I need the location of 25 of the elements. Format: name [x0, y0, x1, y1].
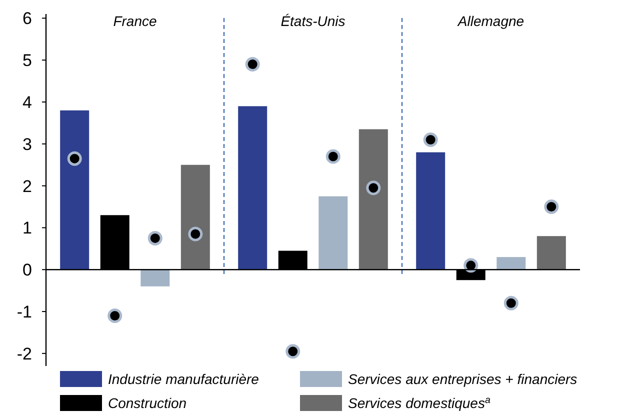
y-tick-label: 3	[22, 134, 32, 154]
y-tick-label: 4	[22, 92, 32, 112]
bar	[496, 257, 526, 270]
bar	[180, 164, 210, 270]
legend-label: Services aux entreprises + financiers	[348, 371, 578, 387]
x-tick-label: États-Unis	[280, 13, 346, 29]
x-tick-label: Allemagne	[456, 13, 524, 29]
y-tick-label: 2	[22, 176, 32, 196]
y-tick-label: 6	[22, 9, 32, 28]
y-tick-label: -1	[16, 302, 32, 322]
bar	[536, 236, 566, 270]
bar	[60, 110, 90, 270]
bar	[358, 129, 388, 270]
bar	[318, 196, 348, 270]
y-tick-label: 1	[22, 218, 32, 238]
y-tick-label: -2	[16, 344, 32, 364]
bar	[238, 106, 268, 270]
legend-label: Industrie manufacturière	[108, 371, 260, 387]
y-tick-label: 5	[22, 51, 32, 70]
y-tick-label: 0	[22, 260, 32, 280]
bar	[140, 270, 170, 286]
x-tick-label: France	[113, 13, 157, 29]
legend-label: Construction	[108, 395, 187, 411]
legend-label: Services domestiques$^{a}$	[348, 394, 491, 411]
bar	[416, 152, 446, 270]
